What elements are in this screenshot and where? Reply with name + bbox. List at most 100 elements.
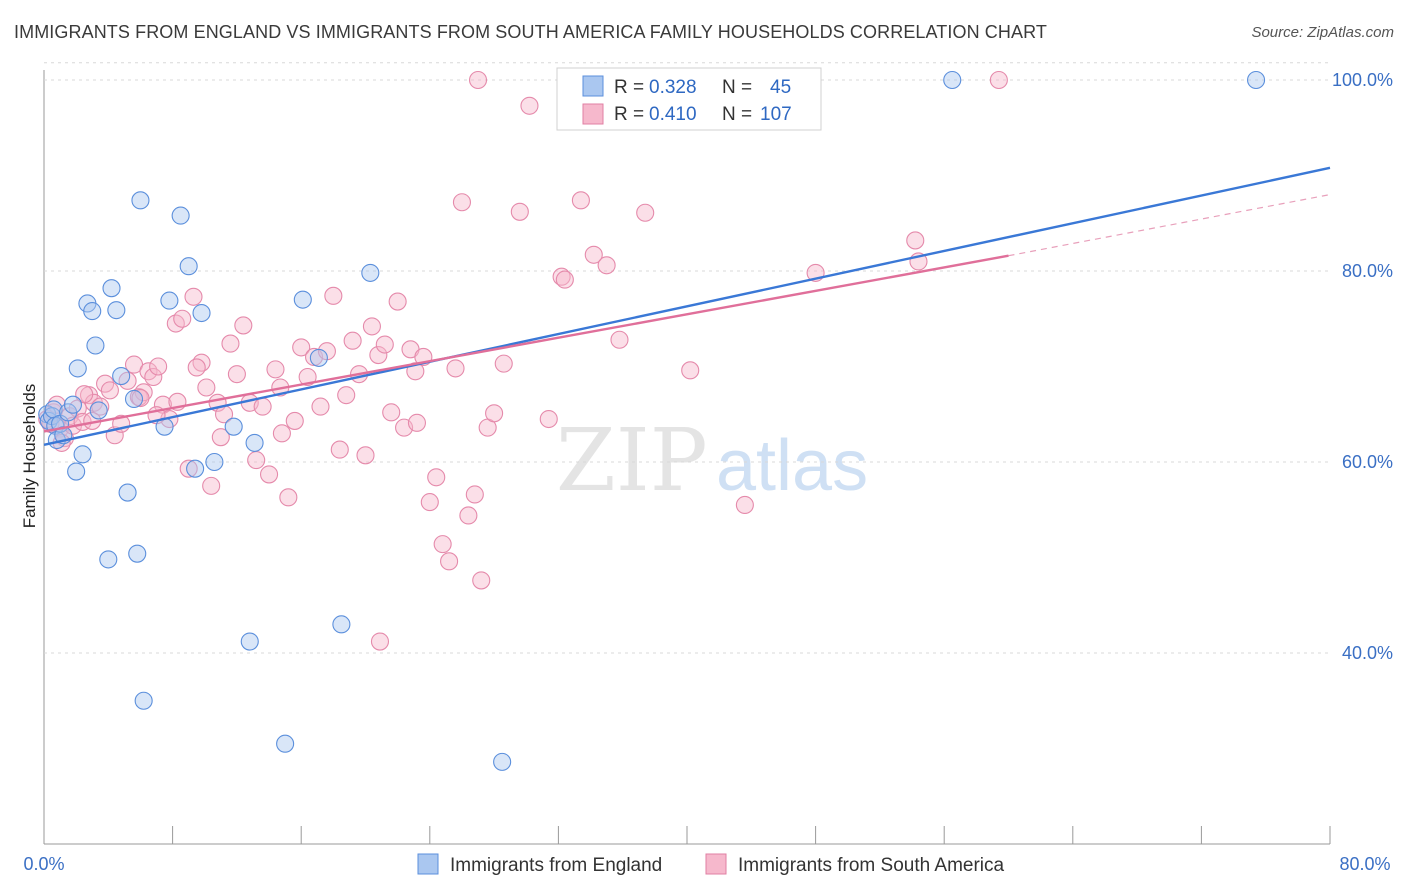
point-south-america-86 — [636, 203, 655, 222]
point-south-america-68 — [433, 535, 452, 554]
legend-n-label-1: N = — [722, 77, 752, 98]
point-south-america-14 — [100, 381, 119, 400]
y-axis-title: Family Households — [20, 384, 39, 529]
point-south-america-45 — [285, 411, 304, 430]
point-england-33 — [224, 417, 243, 436]
point-south-america-76 — [485, 404, 504, 423]
point-south-america-87 — [681, 361, 700, 380]
point-south-america-72 — [459, 506, 478, 525]
point-south-america-73 — [465, 485, 484, 504]
point-england-28 — [171, 206, 190, 225]
trend-line-south-america — [43, 254, 1009, 433]
point-south-america-71 — [452, 193, 472, 212]
bottom-legend-label-south-america: Immigrants from South America — [738, 855, 1005, 876]
legend-swatch-south-america — [582, 103, 604, 125]
point-south-america-92 — [989, 70, 1008, 90]
point-south-america-64 — [407, 413, 426, 432]
trend-line-england — [43, 166, 1331, 446]
point-south-america-84 — [597, 256, 616, 275]
y-tick-labels: 40.0% 60.0% 80.0% 100.0% — [1332, 70, 1393, 663]
point-south-america-31 — [197, 378, 216, 397]
point-south-america-44 — [279, 488, 298, 507]
point-south-america-42 — [266, 360, 285, 379]
legend-n-value-1: 45 — [770, 77, 791, 98]
point-south-america-29 — [184, 287, 203, 306]
legend-n-label-2: N = — [722, 104, 752, 125]
point-england-19 — [107, 301, 126, 320]
point-south-america-54 — [343, 331, 362, 350]
series-england-points — [38, 70, 1266, 771]
bottom-legend-swatch-south-america — [705, 853, 727, 875]
point-south-america-22 — [144, 367, 163, 387]
point-south-america-81 — [552, 267, 571, 286]
point-south-america-88 — [735, 495, 754, 515]
point-south-america-23 — [149, 357, 168, 376]
point-south-america-39 — [247, 451, 266, 470]
point-england-21 — [118, 483, 137, 502]
point-england-39 — [332, 615, 351, 634]
bottom-legend-label-england: Immigrants from England — [450, 855, 662, 876]
point-south-america-32 — [202, 476, 221, 495]
point-england-23 — [128, 544, 147, 563]
point-south-america-103 — [211, 428, 230, 447]
point-south-america-95 — [555, 270, 574, 289]
y-tick-label-100: 100.0% — [1332, 70, 1393, 90]
trend-line-south-america-extension — [1008, 194, 1331, 257]
point-england-14 — [83, 302, 102, 321]
legend-r-value-2: 0.410 — [649, 104, 697, 125]
watermark-atlas: atlas — [716, 426, 868, 506]
point-south-america-28 — [179, 459, 198, 478]
point-south-america-35 — [221, 334, 240, 353]
point-england-32 — [205, 452, 224, 472]
point-england-42 — [943, 70, 962, 90]
point-england-22 — [124, 389, 144, 409]
point-south-america-93 — [468, 70, 488, 90]
point-south-america-59 — [375, 335, 394, 354]
point-south-america-70 — [446, 359, 465, 378]
point-england-18 — [102, 279, 121, 298]
point-south-america-51 — [324, 286, 343, 305]
point-south-america-43 — [272, 424, 291, 443]
point-south-america-67 — [427, 468, 446, 487]
y-tick-label-60: 60.0% — [1342, 452, 1393, 472]
point-south-america-101 — [75, 385, 94, 404]
point-south-america-41 — [259, 465, 279, 484]
gridlines — [44, 62, 1330, 654]
point-england-24 — [131, 191, 150, 210]
point-south-america-80 — [539, 409, 558, 429]
point-south-america-37 — [234, 316, 253, 335]
source-label: Source: ZipAtlas.com — [1251, 24, 1394, 41]
point-england-37 — [293, 290, 312, 309]
point-england-9 — [63, 395, 82, 414]
point-south-america-57 — [362, 317, 381, 336]
correlation-legend: R = 0.328 N = 45 R = 0.410 N = 107 — [556, 67, 822, 131]
point-south-america-20 — [134, 383, 153, 402]
point-south-america-98 — [131, 388, 150, 408]
point-south-america-78 — [510, 202, 529, 221]
point-south-america-52 — [330, 440, 349, 459]
series-legend: Immigrants from England Immigrants from … — [417, 853, 1005, 876]
point-england-43 — [1247, 70, 1266, 90]
point-south-america-61 — [388, 292, 407, 311]
legend-r-label-2: R = — [614, 104, 644, 125]
point-south-america-90 — [906, 231, 925, 250]
chart-title: IMMIGRANTS FROM ENGLAND VS IMMIGRANTS FR… — [14, 22, 1047, 42]
point-south-america-102 — [187, 358, 206, 377]
point-south-america-53 — [337, 386, 356, 405]
x-tick-label-max: 80.0% — [1339, 854, 1390, 874]
legend-swatch-england — [582, 75, 604, 97]
point-england-16 — [89, 401, 108, 420]
point-south-america-66 — [420, 493, 439, 512]
point-south-america-77 — [494, 354, 513, 373]
point-england-20 — [112, 366, 131, 386]
point-south-america-27 — [173, 309, 192, 328]
point-south-america-60 — [382, 403, 401, 422]
point-england-12 — [73, 445, 92, 464]
point-england-27 — [160, 291, 179, 310]
point-england-38 — [309, 348, 328, 367]
point-south-america-69 — [440, 552, 459, 571]
point-england-17 — [99, 550, 118, 569]
x-tick-label-min: 0.0% — [23, 854, 64, 874]
legend-r-value-1: 0.328 — [649, 77, 697, 98]
